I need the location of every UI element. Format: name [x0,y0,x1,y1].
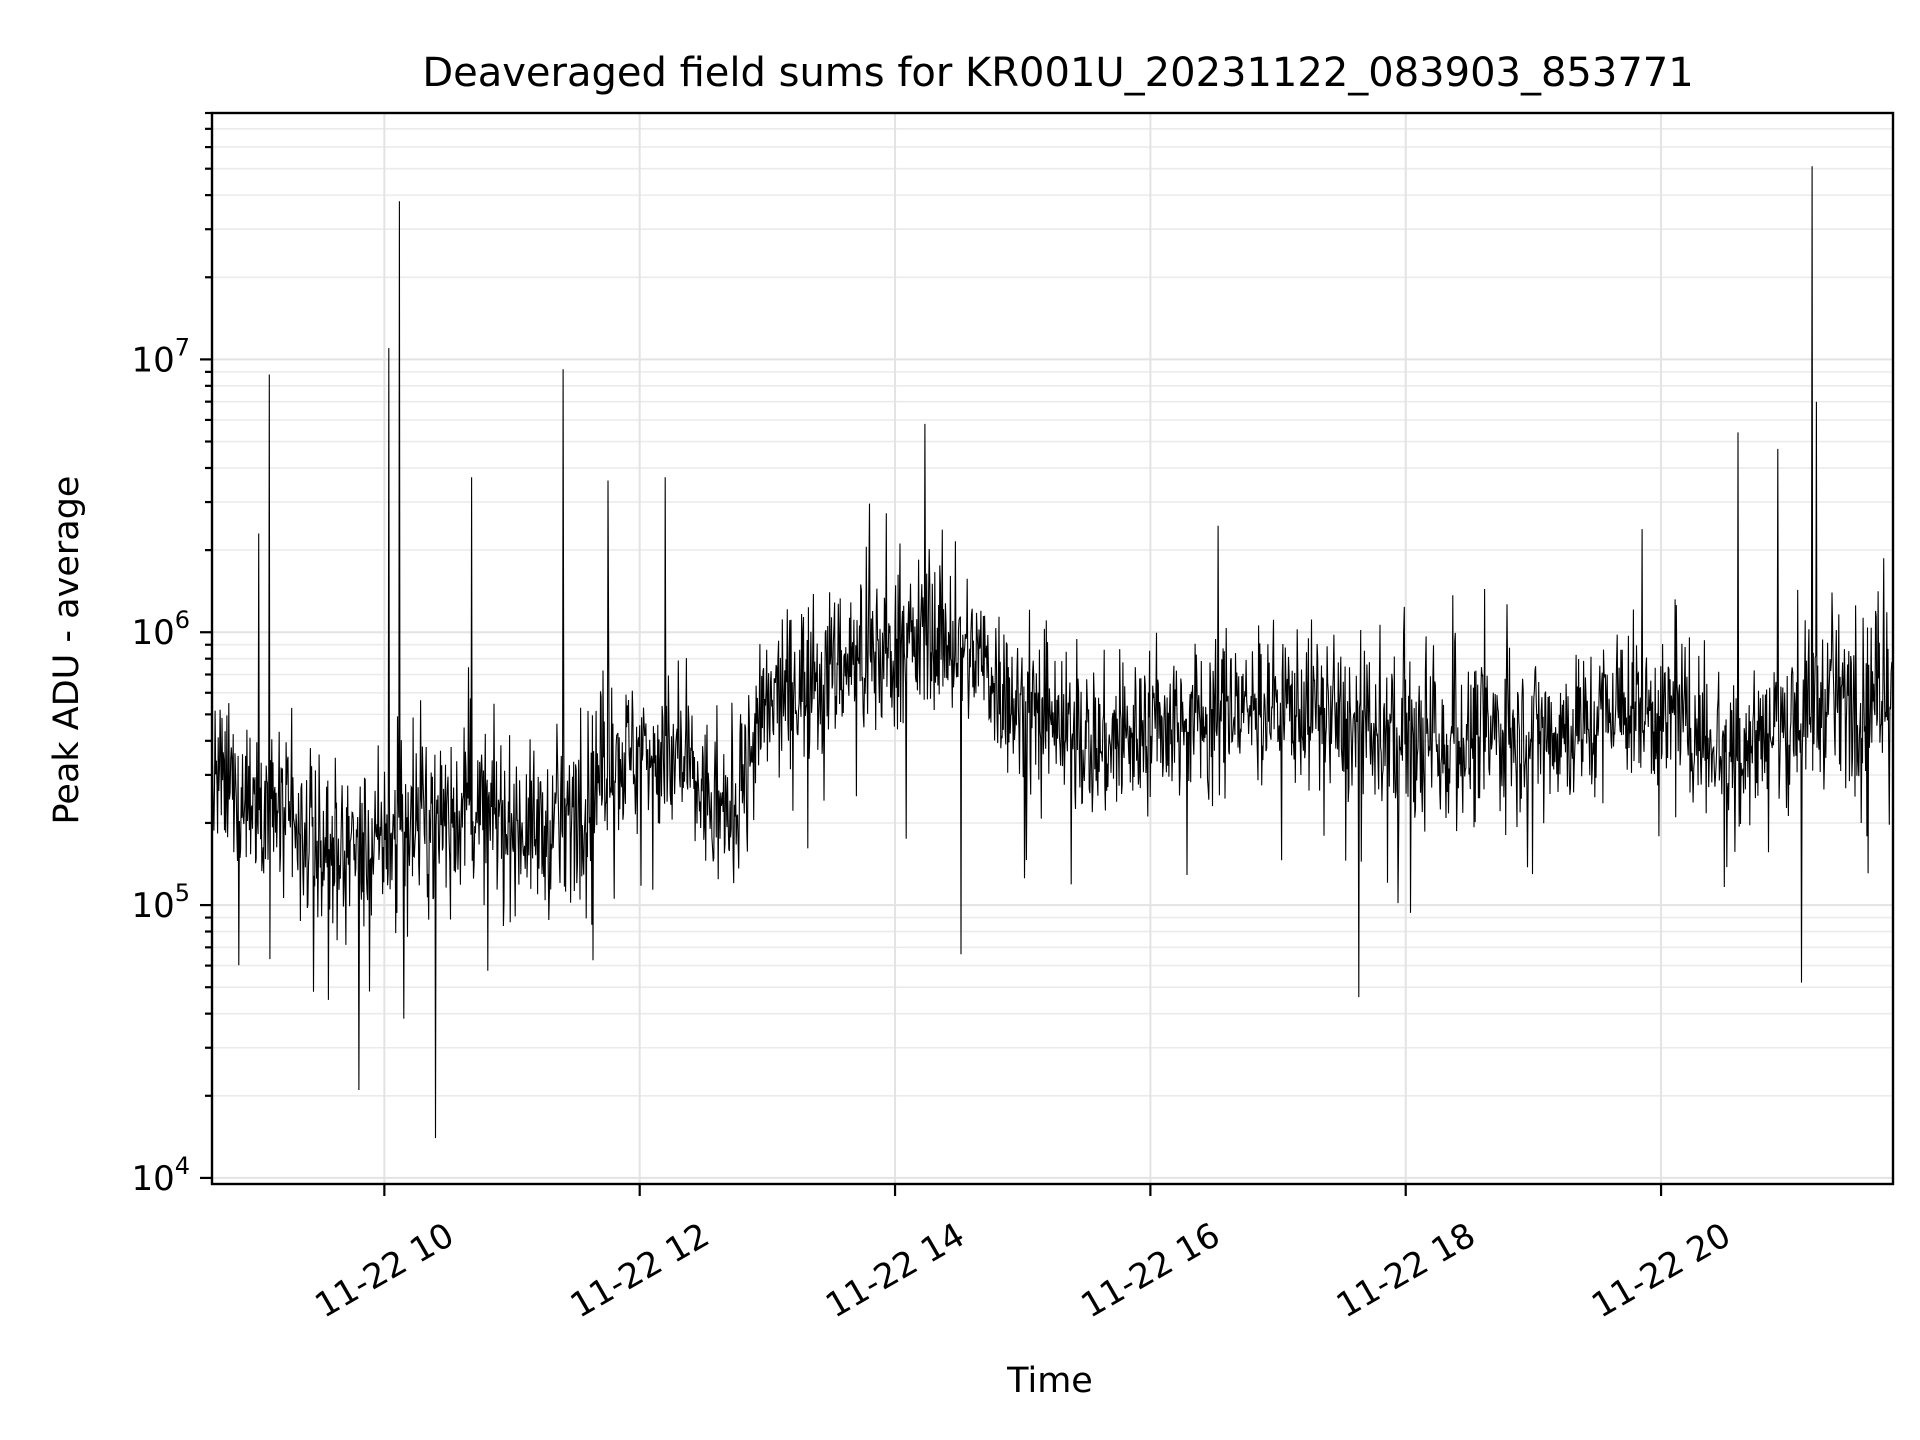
y-tick-label: 107 [131,333,190,380]
x-tick-label: 11-22 18 [1330,1215,1482,1326]
grid [212,112,1893,1184]
x-tick-label: 11-22 12 [564,1215,716,1326]
plot-area [211,166,1894,1139]
y-tick-label: 105 [131,879,190,926]
x-tick-label: 11-22 16 [1074,1215,1226,1326]
axes-frame [210,111,1895,1186]
y-axis: 104 105 106 107 [131,111,212,1199]
x-axis-label: Time [1006,1361,1093,1401]
y-tick-label: 106 [131,606,190,653]
x-tick-label: 11-22 14 [819,1215,971,1326]
series-line [211,166,1894,1139]
y-tick-label: 104 [131,1152,190,1199]
x-tick-label: 11-22 10 [308,1215,460,1326]
y-axis-label: Peak ADU - average [47,476,87,825]
x-axis: 11-22 10 11-22 12 11-22 14 11-22 16 11-22 18… [308,1184,1738,1326]
x-tick-label: 11-22 20 [1585,1215,1737,1326]
chart-title: Deaveraged field sums for KR001U_2023112… [422,50,1693,96]
